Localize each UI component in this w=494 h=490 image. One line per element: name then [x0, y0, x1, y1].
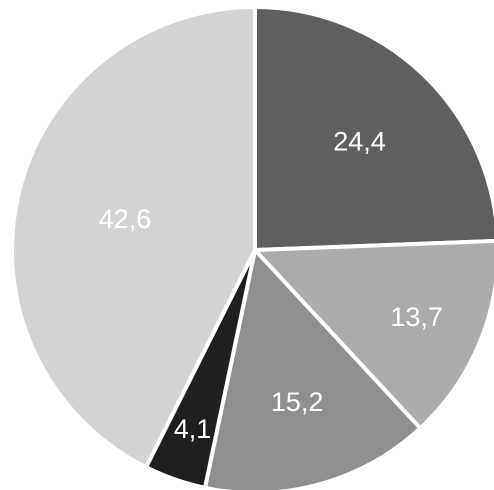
slice-label-3: 4,1 [174, 414, 212, 444]
slice-label-2: 15,2 [271, 387, 324, 417]
labels-group: 24,4 13,7 15,2 4,1 42,6 [99, 126, 443, 443]
slice-label-0: 24,4 [333, 126, 386, 156]
pie-slice-4 [10, 5, 257, 470]
slices-group [10, 5, 494, 490]
pie-slice-1 [253, 238, 494, 431]
slice-label-1: 13,7 [390, 302, 443, 332]
pie-slice-0 [253, 5, 494, 252]
pie-slice-2 [202, 248, 423, 490]
slice-label-4: 42,6 [99, 204, 152, 234]
